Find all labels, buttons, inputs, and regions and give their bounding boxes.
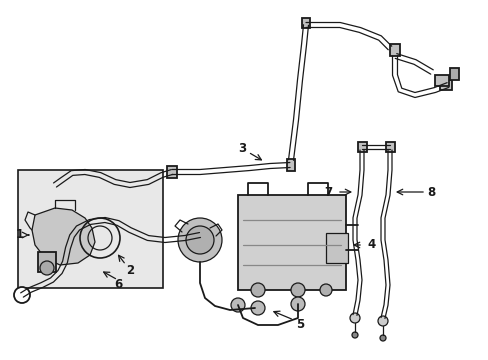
Circle shape bbox=[319, 284, 331, 296]
Circle shape bbox=[49, 179, 61, 191]
Text: 2: 2 bbox=[126, 264, 134, 276]
Bar bbox=[286, 159, 294, 171]
Bar bbox=[18, 170, 163, 288]
Bar bbox=[389, 44, 399, 56]
Circle shape bbox=[40, 261, 54, 275]
Circle shape bbox=[250, 283, 264, 297]
Circle shape bbox=[185, 226, 214, 254]
Polygon shape bbox=[32, 208, 95, 265]
Circle shape bbox=[178, 218, 222, 262]
Bar bbox=[434, 75, 448, 86]
Circle shape bbox=[377, 316, 387, 326]
Circle shape bbox=[14, 287, 30, 303]
Circle shape bbox=[290, 283, 305, 297]
Bar bbox=[238, 195, 346, 290]
Text: 5: 5 bbox=[295, 319, 304, 332]
Bar bbox=[449, 68, 458, 80]
Bar bbox=[167, 166, 177, 178]
Bar bbox=[325, 233, 347, 263]
Circle shape bbox=[349, 313, 359, 323]
Bar bbox=[439, 80, 451, 90]
Text: 4: 4 bbox=[367, 238, 375, 252]
Bar bbox=[385, 142, 394, 152]
Text: 8: 8 bbox=[426, 185, 434, 198]
Circle shape bbox=[351, 332, 357, 338]
Circle shape bbox=[230, 298, 244, 312]
Circle shape bbox=[379, 335, 385, 341]
Text: 7: 7 bbox=[323, 185, 331, 198]
Bar bbox=[302, 18, 309, 28]
Bar bbox=[38, 252, 56, 272]
Text: 1: 1 bbox=[16, 229, 24, 242]
Bar bbox=[357, 142, 366, 152]
Circle shape bbox=[250, 301, 264, 315]
Text: 3: 3 bbox=[238, 141, 245, 154]
Text: 6: 6 bbox=[114, 279, 122, 292]
Circle shape bbox=[290, 297, 305, 311]
